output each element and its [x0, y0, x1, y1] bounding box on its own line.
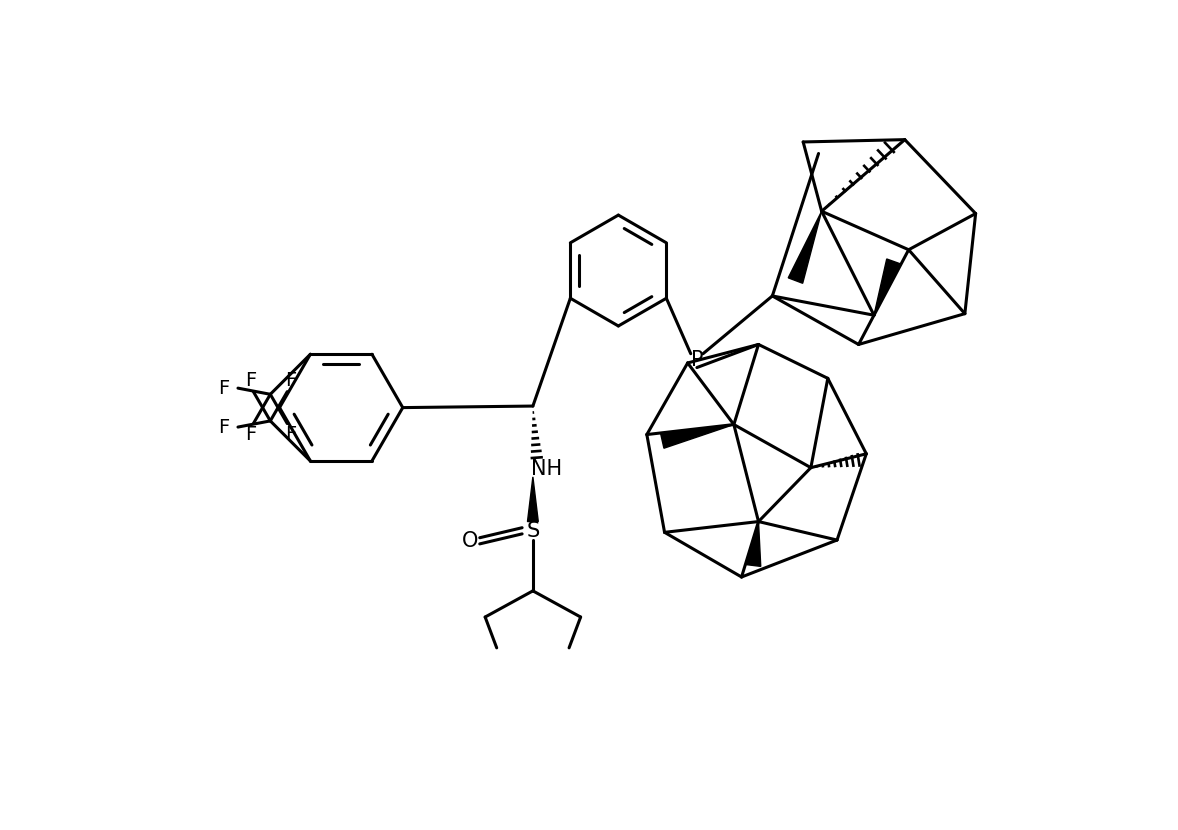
- Text: NH: NH: [531, 459, 562, 479]
- Text: P: P: [690, 350, 703, 370]
- Text: F: F: [285, 371, 296, 390]
- Text: O: O: [462, 531, 478, 551]
- Polygon shape: [661, 424, 734, 448]
- Polygon shape: [528, 477, 538, 521]
- Text: F: F: [245, 425, 256, 444]
- Text: S: S: [527, 520, 540, 541]
- Text: F: F: [245, 371, 256, 390]
- Text: F: F: [218, 378, 230, 398]
- Text: F: F: [218, 417, 230, 437]
- Polygon shape: [788, 212, 821, 283]
- Polygon shape: [746, 521, 761, 566]
- Polygon shape: [874, 259, 900, 315]
- Text: F: F: [285, 425, 296, 444]
